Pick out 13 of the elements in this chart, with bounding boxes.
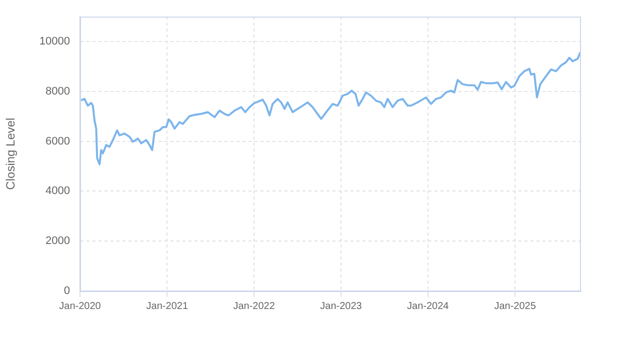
y-tick-label: 4000 [46, 185, 70, 198]
x-tick-label: Jan-2024 [407, 300, 450, 312]
x-tick-label: Jan-2021 [146, 300, 188, 312]
x-tick-label: Jan-2025 [494, 300, 536, 312]
y-tick-label: 10000 [39, 36, 70, 48]
y-tick-label: 8000 [46, 85, 70, 98]
x-tick-label: Jan-2023 [320, 300, 362, 312]
y-tick-label: 2000 [46, 235, 70, 248]
y-axis-title: Closing Level [4, 118, 18, 190]
x-tick-label: Jan-2022 [233, 300, 276, 312]
x-tick-label: Jan-2020 [59, 300, 102, 312]
y-tick-label: 0 [64, 285, 70, 298]
y-tick-label: 6000 [46, 135, 70, 148]
